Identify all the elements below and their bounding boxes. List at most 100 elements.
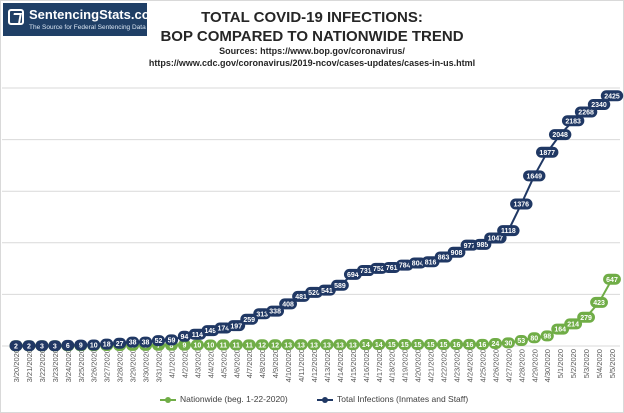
data-label: 164 (554, 327, 566, 334)
x-tick-label: 4/3/2020 (193, 349, 202, 378)
x-tick-label: 4/9/2020 (271, 349, 280, 378)
x-tick-label: 4/10/2020 (284, 349, 293, 382)
data-label: 18 (103, 342, 111, 349)
data-point (346, 339, 360, 351)
data-point (436, 338, 451, 350)
data-point (447, 246, 466, 258)
x-tick-label: 4/7/2020 (245, 349, 254, 378)
x-tick-label: 4/11/2020 (297, 349, 306, 382)
data-label: 27 (116, 341, 124, 348)
data-label: 11 (233, 342, 241, 349)
data-point (561, 115, 585, 127)
data-label: 338 (269, 309, 281, 316)
data-label: 520 (308, 290, 320, 297)
sources-line1: Sources: https://www.bop.gov/coronavirus… (219, 46, 405, 56)
data-point (255, 339, 269, 351)
legend-marker-bop (322, 397, 328, 403)
data-point (48, 340, 62, 352)
data-label: 16 (479, 342, 487, 349)
x-tick-label: 4/30/2020 (543, 349, 552, 382)
data-point (266, 305, 285, 317)
x-tick-label: 3/26/2020 (90, 349, 99, 382)
data-point (421, 256, 440, 268)
logo: SentencingStats.com The Source for Feder… (3, 3, 161, 36)
data-label: 197 (230, 323, 242, 330)
x-tick-label: 3/23/2020 (51, 349, 60, 382)
data-label: 3 (40, 343, 44, 350)
data-label: 541 (321, 288, 333, 295)
data-label: 423 (593, 300, 605, 307)
x-tick-label: 4/27/2020 (504, 349, 513, 382)
data-point (164, 334, 179, 346)
x-tick-label: 4/19/2020 (401, 349, 410, 382)
x-tick-label: 4/23/2020 (453, 349, 462, 382)
data-label: 94 (181, 334, 189, 341)
data-label: 149 (205, 328, 217, 335)
x-tick-label: 4/6/2020 (232, 349, 241, 378)
data-label: 313 (256, 311, 268, 318)
data-point (216, 339, 230, 351)
x-tick-label: 4/20/2020 (414, 349, 423, 382)
x-tick-label: 4/21/2020 (427, 349, 436, 382)
legend-label-nationwide: Nationwide (beg. 1-22-2020) (180, 394, 288, 404)
data-point (320, 339, 334, 351)
data-label: 985 (477, 242, 489, 249)
data-label: 408 (282, 301, 294, 308)
data-label: 2 (14, 343, 18, 350)
data-label: 784 (399, 263, 411, 270)
data-point (514, 335, 528, 347)
data-point (227, 320, 246, 332)
data-label: 114 (192, 332, 203, 339)
data-point (449, 338, 464, 350)
data-point (190, 339, 204, 351)
data-point (488, 338, 502, 350)
x-tick-label: 4/1/2020 (167, 349, 176, 378)
data-label: 10 (206, 343, 214, 350)
data-point (268, 339, 282, 351)
x-tick-label: 4/29/2020 (530, 349, 539, 382)
x-tick-label: 3/22/2020 (38, 349, 47, 382)
data-label: 98 (543, 333, 551, 340)
logo-tagline: The Source for Federal Sentencing Data (29, 24, 146, 31)
data-point (294, 339, 308, 351)
x-tick-label: 3/28/2020 (116, 349, 125, 382)
data-point (333, 339, 347, 351)
data-point (229, 339, 243, 351)
logo-mark-icon (8, 9, 24, 25)
data-point (411, 338, 425, 350)
data-point (540, 330, 554, 342)
data-point (424, 338, 438, 350)
x-tick-label: 3/30/2020 (142, 349, 151, 382)
x-tick-label: 5/1/2020 (556, 349, 565, 378)
data-label: 589 (334, 283, 346, 290)
data-point (203, 339, 217, 351)
sources-line2: https://www.cdc.gov/coronavirus/2019-nco… (148, 58, 476, 68)
data-label: 15 (414, 342, 422, 349)
data-label: 14 (362, 342, 370, 349)
data-label: 13 (323, 342, 331, 349)
data-label: 2048 (552, 132, 568, 139)
data-point (113, 337, 127, 349)
data-label: 13 (310, 342, 318, 349)
data-label: 15 (388, 342, 396, 349)
data-label: 10 (90, 343, 98, 350)
x-tick-label: 4/24/2020 (465, 349, 474, 382)
data-label: 11 (246, 342, 254, 349)
x-tick-label: 5/3/2020 (582, 349, 591, 378)
data-label: 977 (464, 243, 476, 250)
x-tick-label: 3/25/2020 (77, 349, 86, 382)
x-tick-label: 4/16/2020 (362, 349, 371, 382)
data-label: 694 (347, 272, 359, 279)
data-point (587, 99, 611, 111)
data-point (501, 337, 515, 349)
data-point (138, 336, 153, 348)
data-label: 52 (155, 338, 163, 345)
x-tick-label: 3/27/2020 (103, 349, 112, 382)
data-label: 13 (349, 342, 357, 349)
data-label: 15 (401, 342, 409, 349)
data-label: 16 (453, 342, 461, 349)
data-point (548, 129, 572, 141)
data-label: 59 (168, 338, 176, 345)
x-tick-label: 3/24/2020 (64, 349, 73, 382)
